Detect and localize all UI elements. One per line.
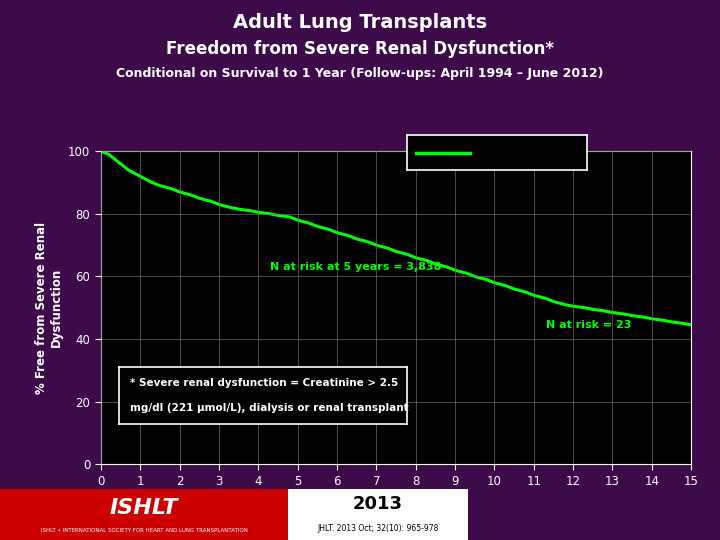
Text: Adult Lung Transplants: Adult Lung Transplants <box>233 14 487 32</box>
Text: JHLT. 2013 Oct; 32(10): 965-978: JHLT. 2013 Oct; 32(10): 965-978 <box>318 524 438 533</box>
Text: mg/dl (221 μmol/L), dialysis or renal transplant: mg/dl (221 μmol/L), dialysis or renal tr… <box>130 403 409 413</box>
X-axis label: Years: Years <box>374 494 418 508</box>
Text: ISHLT: ISHLT <box>109 498 179 518</box>
Text: Freedom from Severe Renal Dysfunction*: Freedom from Severe Renal Dysfunction* <box>166 40 554 58</box>
Text: * Severe renal dysfunction = Creatinine > 2.5: * Severe renal dysfunction = Creatinine … <box>130 378 399 388</box>
Y-axis label: % Free from Severe Renal
Dysfunction: % Free from Severe Renal Dysfunction <box>35 222 63 394</box>
Text: 2013: 2013 <box>353 495 403 513</box>
Text: N at risk = 23: N at risk = 23 <box>546 320 631 330</box>
Text: Conditional on Survival to 1 Year (Follow-ups: April 1994 – June 2012): Conditional on Survival to 1 Year (Follo… <box>116 68 604 80</box>
Text: N at risk at 5 years = 3,838: N at risk at 5 years = 3,838 <box>270 262 441 272</box>
Text: ISHLT • INTERNATIONAL SOCIETY FOR HEART AND LUNG TRANSPLANTATION: ISHLT • INTERNATIONAL SOCIETY FOR HEART … <box>40 528 248 534</box>
